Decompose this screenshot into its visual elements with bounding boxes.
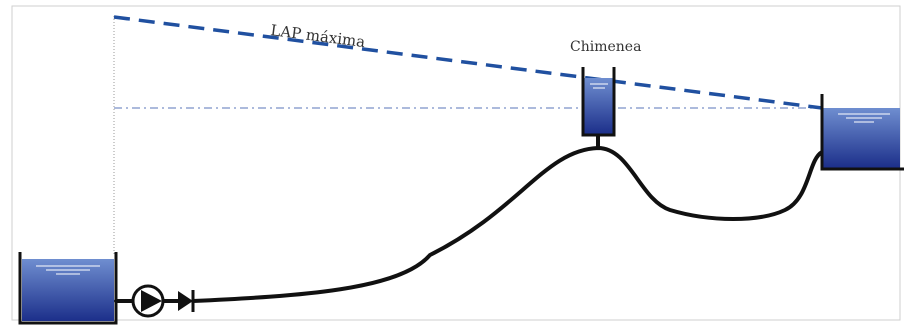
pump-icon <box>131 284 165 318</box>
right-tank-wall <box>820 94 904 171</box>
pipeline <box>114 145 824 303</box>
chimney-water <box>584 78 613 134</box>
right-tank-water <box>823 108 900 168</box>
left-tank <box>18 252 118 325</box>
diagram-frame <box>11 5 901 321</box>
left-tank-water <box>22 259 114 321</box>
lap-max-line <box>113 15 823 110</box>
chimney-label: Chimenea <box>570 39 641 55</box>
surge-chimney <box>581 67 616 148</box>
right-tank <box>820 94 904 171</box>
check-valve-icon <box>178 290 195 312</box>
lap-max-label: LAP máxima <box>269 21 366 51</box>
left-tank-wall <box>18 252 118 325</box>
